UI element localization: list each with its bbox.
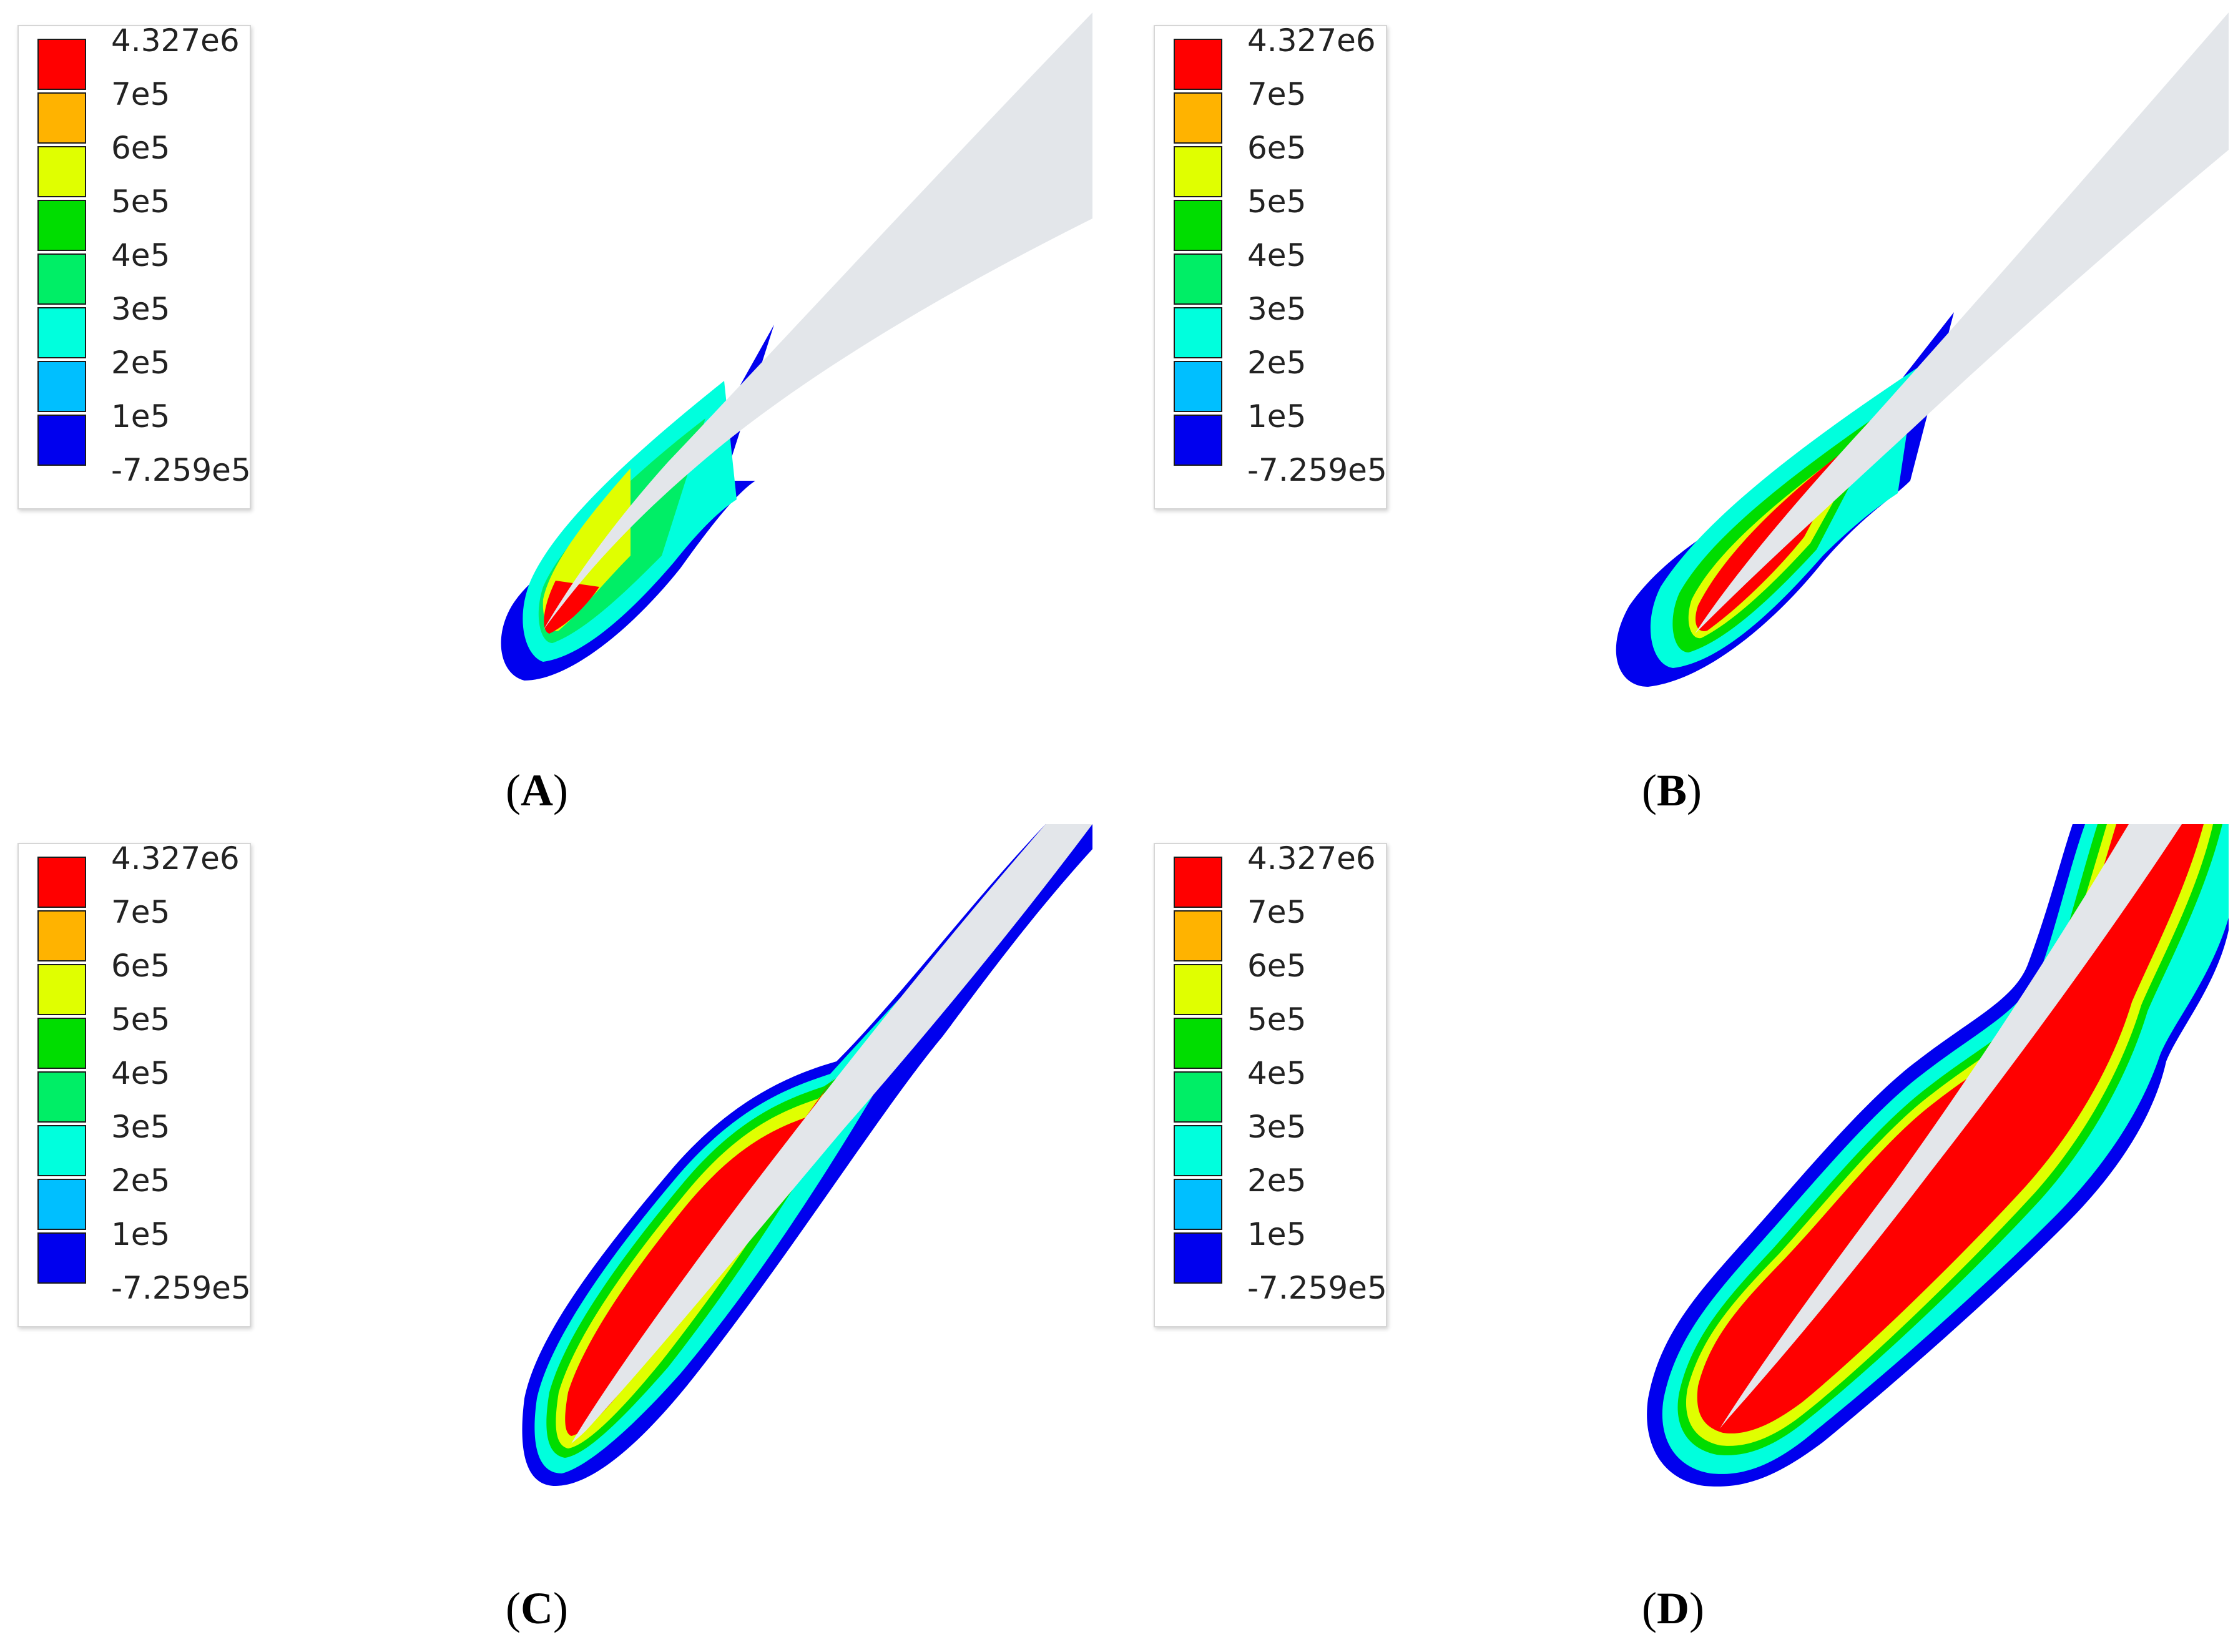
panel-a: 4.327e6 7e5 6e5 5e5 4e5 3e5 2e5 1e5 -7.259e5 (A) bbox=[6, 6, 1117, 824]
legend-tick-label: 4.327e6 bbox=[111, 840, 240, 877]
panel-label-b: (B) bbox=[1642, 765, 1702, 815]
contour-band-red bbox=[544, 581, 599, 634]
color-legend: 4.327e6 7e5 6e5 5e5 4e5 3e5 2e5 1e5 -7.259e5 bbox=[17, 843, 251, 1327]
color-legend: 4.327e6 7e5 6e5 5e5 4e5 3e5 2e5 1e5 -7.259e5 bbox=[1154, 25, 1387, 509]
legend-tick-label: 7e5 bbox=[111, 76, 170, 112]
legend-swatch bbox=[1174, 910, 1222, 961]
legend-tick-label: 1e5 bbox=[111, 398, 170, 435]
legend-tick-label: 7e5 bbox=[1247, 76, 1307, 112]
legend-tick-label: 5e5 bbox=[111, 184, 170, 220]
legend-tick-label: 4.327e6 bbox=[111, 22, 240, 59]
contour-plot-c bbox=[522, 824, 1092, 1486]
legend-swatch bbox=[37, 307, 86, 358]
legend-swatch bbox=[37, 1018, 86, 1069]
legend-tick-label: 4.327e6 bbox=[1247, 22, 1376, 59]
legend-swatch bbox=[1174, 361, 1222, 412]
legend-swatch bbox=[1174, 1018, 1222, 1069]
contour-plot-b bbox=[1616, 12, 2229, 687]
color-legend: 4.327e6 7e5 6e5 5e5 4e5 3e5 2e5 1e5 -7.259e5 bbox=[1154, 843, 1387, 1327]
legend-tick-label: 2e5 bbox=[111, 1163, 170, 1199]
contour-plot-a bbox=[501, 12, 1092, 681]
legend-tick-label: 1e5 bbox=[1247, 398, 1307, 435]
legend-swatch bbox=[37, 146, 86, 197]
legend-swatch bbox=[1174, 146, 1222, 197]
legend-min-label: -7.259e5 bbox=[1247, 452, 1387, 488]
contour-plot-d bbox=[1647, 824, 2229, 1487]
legend-tick-label: 2e5 bbox=[1247, 345, 1307, 381]
legend-tick-label: 6e5 bbox=[111, 130, 170, 166]
legend-swatch bbox=[1174, 253, 1222, 305]
legend-swatch bbox=[37, 39, 86, 90]
legend-tick-label: 7e5 bbox=[111, 894, 170, 930]
legend-tick-label: 3e5 bbox=[1247, 291, 1307, 327]
legend-swatch bbox=[37, 361, 86, 412]
legend-swatch bbox=[37, 1125, 86, 1176]
legend-tick-label: 5e5 bbox=[111, 1001, 170, 1038]
legend-swatch bbox=[37, 200, 86, 251]
legend-tick-label: 7e5 bbox=[1247, 894, 1307, 930]
panel-c: 4.327e6 7e5 6e5 5e5 4e5 3e5 2e5 1e5 -7.259e5 (C) bbox=[6, 824, 1117, 1642]
legend-tick-label: 3e5 bbox=[111, 1109, 170, 1145]
legend-tick-label: 4e5 bbox=[111, 237, 170, 273]
contour-band-red bbox=[565, 1074, 837, 1436]
legend-tick-label: 5e5 bbox=[1247, 1001, 1307, 1038]
legend-tick-label: 1e5 bbox=[111, 1216, 170, 1252]
blade bbox=[1695, 12, 2229, 634]
panel-label-c: (C) bbox=[506, 1583, 568, 1633]
legend-tick-label: 3e5 bbox=[111, 291, 170, 327]
legend-tick-label: 6e5 bbox=[111, 948, 170, 984]
legend-swatch bbox=[37, 415, 86, 466]
pressure-contour-b bbox=[1616, 312, 1954, 687]
legend-tick-label: 4e5 bbox=[1247, 1055, 1307, 1091]
legend-tick-label: 6e5 bbox=[1247, 948, 1307, 984]
panel-label-a: (A) bbox=[506, 765, 568, 815]
legend-swatch bbox=[37, 910, 86, 961]
legend-tick-label: 4.327e6 bbox=[1247, 840, 1376, 877]
legend-tick-label: 6e5 bbox=[1247, 130, 1307, 166]
legend-swatch bbox=[37, 1179, 86, 1230]
panel-label-d: (D) bbox=[1642, 1583, 1704, 1633]
legend-tick-label: 4e5 bbox=[111, 1055, 170, 1091]
color-legend: 4.327e6 7e5 6e5 5e5 4e5 3e5 2e5 1e5 -7.259e5 bbox=[17, 25, 251, 509]
panel-d: 4.327e6 7e5 6e5 5e5 4e5 3e5 2e5 1e5 -7.259e5 (D) bbox=[1142, 824, 2238, 1642]
panel-b: 4.327e6 7e5 6e5 5e5 4e5 3e5 2e5 1e5 -7.259e5 (B) bbox=[1142, 6, 2238, 824]
legend-swatch bbox=[1174, 1179, 1222, 1230]
blade bbox=[571, 824, 1092, 1443]
legend-swatch bbox=[1174, 39, 1222, 90]
legend-swatch bbox=[37, 857, 86, 908]
legend-swatch bbox=[1174, 1125, 1222, 1176]
legend-swatch bbox=[1174, 1232, 1222, 1284]
blade bbox=[543, 12, 1092, 631]
legend-swatch bbox=[1174, 964, 1222, 1015]
legend-swatch bbox=[1174, 857, 1222, 908]
legend-swatch bbox=[1174, 92, 1222, 144]
legend-swatch bbox=[1174, 200, 1222, 251]
legend-swatch bbox=[37, 92, 86, 144]
legend-tick-label: 4e5 bbox=[1247, 237, 1307, 273]
blade bbox=[1720, 824, 2182, 1428]
legend-swatch bbox=[37, 253, 86, 305]
legend-min-label: -7.259e5 bbox=[1247, 1270, 1387, 1306]
legend-swatch bbox=[1174, 415, 1222, 466]
legend-tick-label: 2e5 bbox=[1247, 1163, 1307, 1199]
legend-swatch bbox=[37, 1232, 86, 1284]
legend-tick-label: 3e5 bbox=[1247, 1109, 1307, 1145]
legend-min-label: -7.259e5 bbox=[111, 1270, 251, 1306]
legend-swatch bbox=[1174, 1071, 1222, 1123]
legend-tick-label: 5e5 bbox=[1247, 184, 1307, 220]
legend-tick-label: 1e5 bbox=[1247, 1216, 1307, 1252]
legend-swatch bbox=[1174, 307, 1222, 358]
legend-min-label: -7.259e5 bbox=[111, 452, 251, 488]
legend-swatch bbox=[37, 964, 86, 1015]
legend-swatch bbox=[37, 1071, 86, 1123]
legend-tick-label: 2e5 bbox=[111, 345, 170, 381]
